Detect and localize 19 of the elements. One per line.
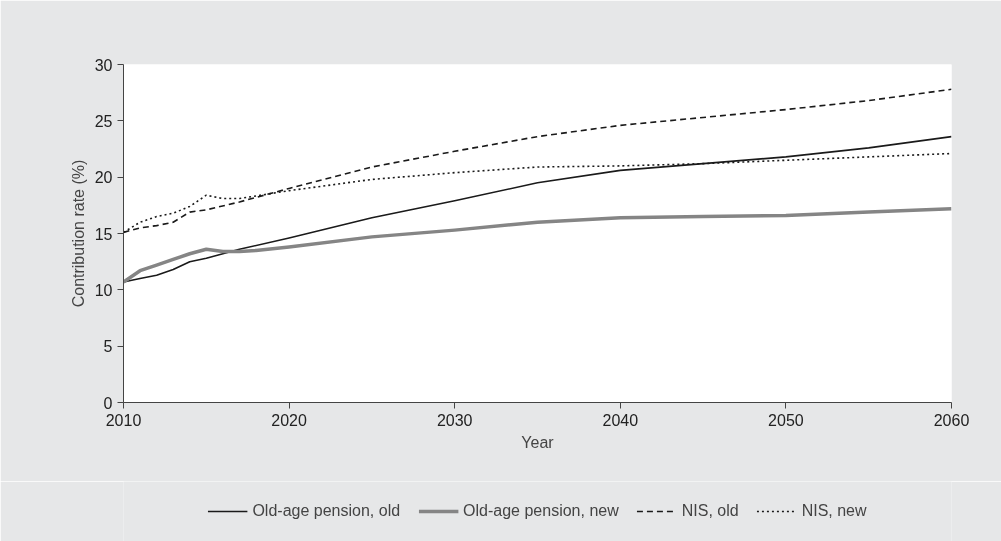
legend-label: NIS, new <box>801 502 867 520</box>
y-tick-label: 20 <box>94 169 113 187</box>
y-tick-label: 25 <box>94 112 113 130</box>
x-tick-label: 2060 <box>933 411 970 429</box>
y-tick-label: 15 <box>94 225 113 243</box>
y-tick-label: 30 <box>94 56 113 74</box>
y-tick-label: 10 <box>94 281 113 299</box>
x-tick-label: 2020 <box>271 411 307 429</box>
y-axis-title: Contribution rate (%) <box>69 159 87 308</box>
x-tick-label: 2050 <box>768 411 804 429</box>
y-tick-label: 5 <box>103 338 113 356</box>
y-tick-label: 0 <box>103 394 113 412</box>
x-axis-title: Year <box>521 433 555 451</box>
legend-label: Old-age pension, old <box>252 502 401 520</box>
legend-label: Old-age pension, new <box>463 502 619 520</box>
legend-label: NIS, old <box>681 502 739 520</box>
x-tick-label: 2010 <box>105 411 142 429</box>
x-tick-label: 2030 <box>436 411 473 429</box>
x-tick-label: 2040 <box>602 411 639 429</box>
